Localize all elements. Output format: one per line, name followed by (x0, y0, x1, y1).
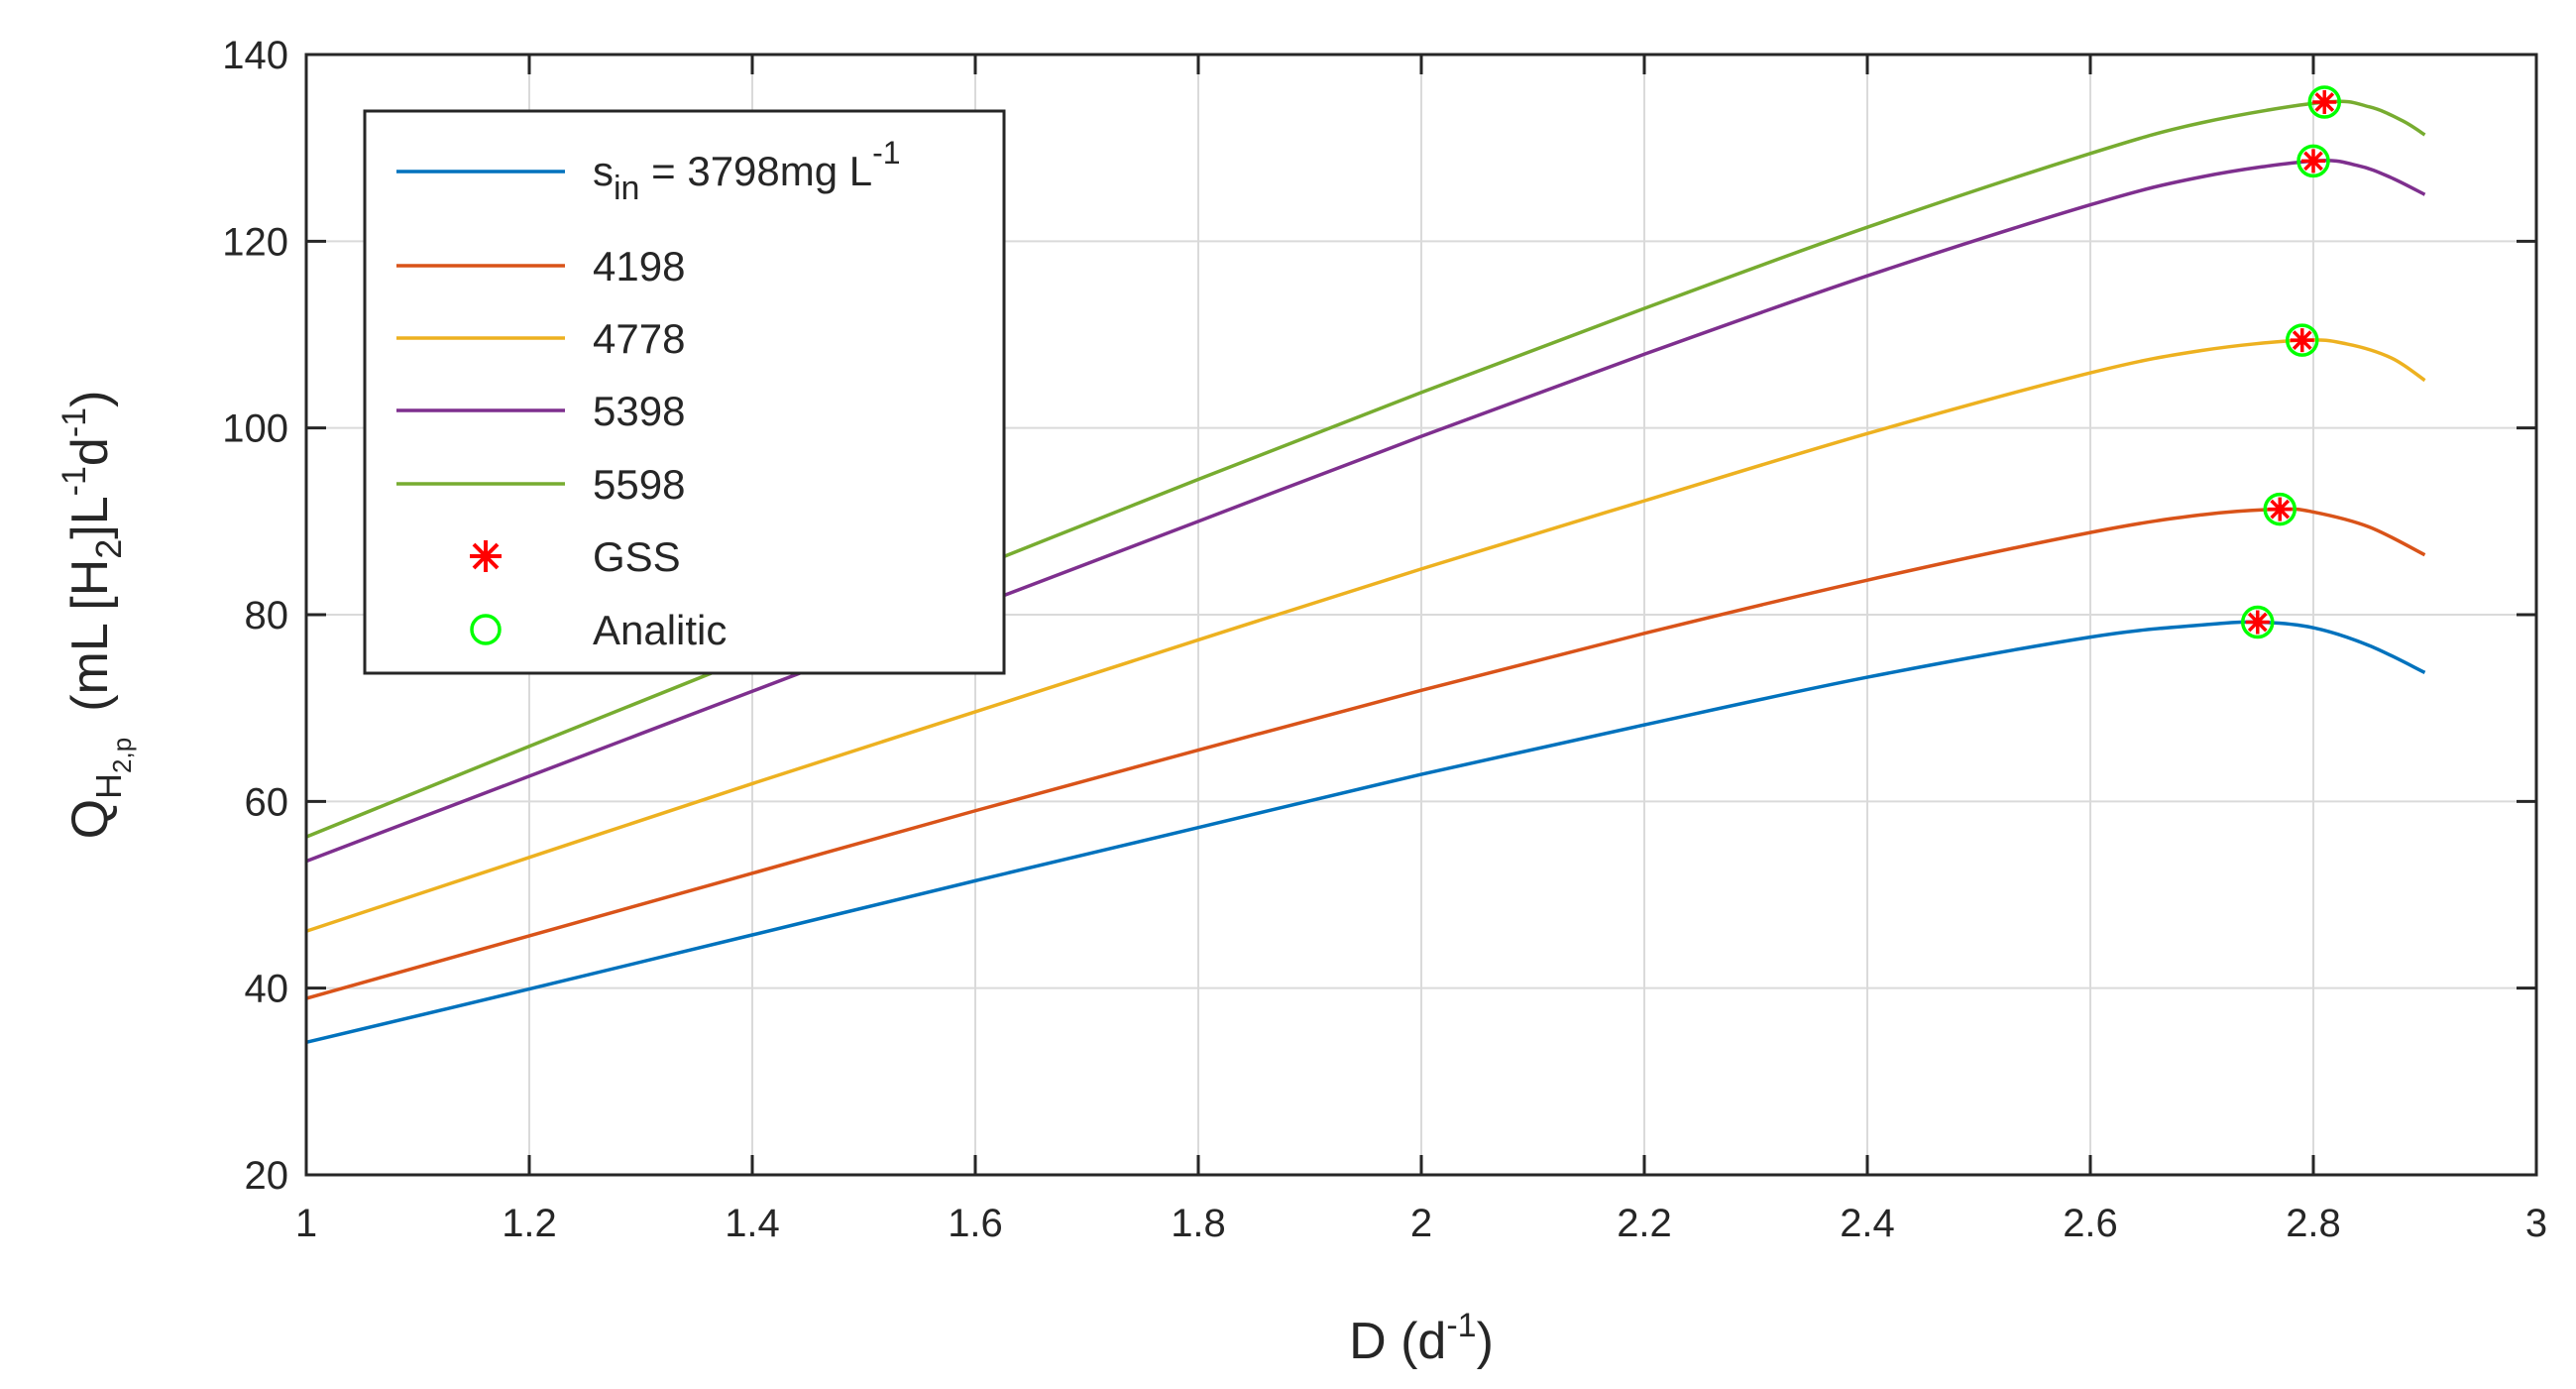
legend-label-analitic: Analitic (593, 607, 727, 653)
y-tick-label: 40 (245, 968, 289, 1011)
x-tick-label: 2.8 (2286, 1202, 2341, 1245)
legend-box (363, 109, 1006, 675)
x-axis-label: D (d-1) (1349, 1307, 1494, 1370)
y-tick-label: 80 (245, 594, 289, 637)
y-tick-label: 60 (245, 780, 289, 824)
analitic-marker (2241, 605, 2275, 639)
x-tick-label: 2 (1410, 1202, 1432, 1245)
legend-label-4198: 4198 (593, 243, 685, 289)
gss-marker (2290, 328, 2314, 353)
y-tick-label: 140 (222, 34, 288, 77)
x-tick-label: 2.6 (2063, 1202, 2118, 1245)
y-axis-label: QH2,p(mL [H2]L-1d-1) (56, 391, 137, 840)
y-tick-label: 120 (222, 220, 288, 264)
legend-label-5398: 5398 (593, 388, 685, 434)
point-markers (2241, 85, 2341, 639)
x-tick-label: 2.4 (1840, 1202, 1895, 1245)
legend-label-s3798: sin = 3798mg L-1 (593, 135, 901, 207)
y-tick-label: 20 (245, 1154, 289, 1198)
legend-gss-star-icon (470, 540, 502, 572)
tick-labels: 1 1.2 1.4 1.6 1.8 2 2.2 2.4 2.6 2.8 3 20 40 60 80 100 12… (222, 34, 2547, 1245)
legend-label-gss: GSS (593, 533, 681, 580)
tick-marks (304, 53, 2538, 1177)
x-tick-label: 1.2 (502, 1202, 557, 1245)
series-line-3 (305, 159, 2426, 864)
legend-label-4778: 4778 (593, 315, 685, 362)
analitic-marker (2296, 144, 2330, 178)
legend-label-5598: 5598 (593, 461, 685, 508)
gss-marker (2312, 90, 2337, 115)
x-tick-label: 1.6 (948, 1202, 1003, 1245)
analitic-marker (2286, 323, 2319, 357)
x-tick-label: 3 (2525, 1202, 2547, 1245)
x-tick-label: 1.4 (725, 1202, 780, 1245)
analitic-marker (2263, 492, 2296, 526)
analitic-marker (2307, 85, 2341, 119)
x-tick-label: 1 (295, 1202, 317, 1245)
legend: sin = 3798mg L-1 4198 4778 5398 5598 GSS… (363, 109, 1006, 675)
gss-marker (2245, 610, 2270, 635)
x-tick-label: 2.2 (1617, 1202, 1672, 1245)
gss-marker (2301, 149, 2325, 174)
legend-analitic-circle-icon (470, 614, 502, 645)
y-tick-label: 100 (222, 407, 288, 451)
x-tick-label: 1.8 (1171, 1202, 1226, 1245)
series-line-2 (305, 338, 2426, 933)
gss-marker (2268, 497, 2293, 521)
